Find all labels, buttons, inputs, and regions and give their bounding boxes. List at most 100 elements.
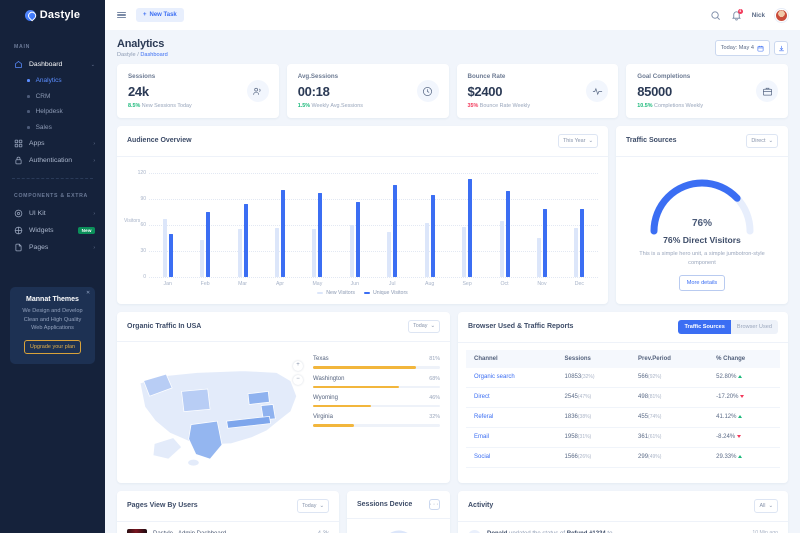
chart-bar[interactable] [349, 224, 354, 277]
tab-browser-used[interactable]: Browser Used [730, 319, 778, 334]
cell-channel[interactable]: Referal [466, 407, 557, 428]
chart-bar-group[interactable] [486, 165, 523, 277]
chart-x-tick: Jun [350, 280, 359, 287]
chart-bar[interactable] [162, 218, 167, 277]
chart-bar-group[interactable] [149, 165, 186, 277]
table-row[interactable]: Organic search 10853(32%) 566(92%) 52.80% [466, 367, 780, 388]
list-item[interactable]: Dastyle - Admin Dashboard 4.3k [117, 522, 339, 533]
traffic-filter-select[interactable]: Direct ⌄ [746, 134, 778, 148]
breadcrumb-root[interactable]: Dastyle [117, 52, 136, 58]
search-icon[interactable] [710, 10, 721, 21]
chart-bar[interactable] [237, 229, 242, 277]
sidebar-item-sales[interactable]: Sales [0, 120, 105, 136]
notifications-bell-icon[interactable]: 4 [731, 8, 743, 21]
sidebar-item-authentication[interactable]: Authentication › [0, 152, 105, 169]
chart-bar[interactable] [243, 204, 248, 277]
map-zoom-out-button[interactable]: − [293, 375, 303, 386]
chart-bar[interactable] [355, 201, 360, 277]
activity-filter-select[interactable]: All ⌄ [754, 499, 778, 513]
avatar[interactable] [775, 8, 788, 22]
chart-bar[interactable] [280, 190, 285, 277]
organic-filter-select[interactable]: Today ⌄ [408, 319, 440, 334]
chart-bar[interactable] [468, 179, 473, 277]
chart-bar-group[interactable] [448, 165, 485, 277]
sidebar-item-apps[interactable]: Apps › [0, 135, 105, 152]
legend-item-unique-visitors[interactable]: Unique Visitors [363, 290, 408, 296]
traffic-sources-card: Traffic Sources Direct ⌄ 76% [616, 126, 788, 304]
upgrade-plan-button[interactable]: Upgrade your plan [23, 339, 82, 354]
menu-toggle-icon[interactable] [117, 11, 126, 19]
chart-bar[interactable] [499, 221, 504, 277]
cell-channel[interactable]: Email [466, 427, 557, 448]
cell-channel[interactable]: Social [466, 447, 557, 468]
cell-sessions: 1958(31%) [556, 427, 631, 448]
chart-bar[interactable] [542, 208, 547, 277]
map-zoom-in-button[interactable]: + [293, 361, 303, 372]
pages-view-filter-select[interactable]: Today ⌄ [297, 499, 329, 513]
chart-bar-group[interactable] [224, 165, 261, 277]
cell-channel[interactable]: Direct [466, 387, 557, 408]
gauge-caption: 76% Direct Visitors [663, 234, 741, 245]
chart-bar[interactable] [206, 211, 211, 277]
chart-bar-group[interactable] [374, 165, 411, 277]
sidebar-item-dashboard[interactable]: Dashboard ⌄ [0, 56, 105, 73]
cell-sessions: 2545(47%) [556, 387, 631, 408]
sidebar-item-widgets[interactable]: Widgets New [0, 222, 105, 239]
list-item[interactable]: Donald updated the status of Refund #123… [458, 522, 788, 533]
chart-bar[interactable] [574, 227, 579, 277]
breadcrumb-current[interactable]: Dashboard [140, 52, 168, 58]
stat-value: $2400 [467, 84, 503, 99]
sidebar-item-analytics[interactable]: Analytics [0, 73, 105, 89]
chart-bar-group[interactable] [186, 165, 223, 277]
chart-bar[interactable] [424, 223, 429, 277]
chart-bar[interactable] [580, 209, 585, 277]
new-task-button[interactable]: + New Task [136, 8, 184, 22]
chart-bar[interactable] [312, 229, 317, 277]
dashboard-content: Sessions 24k 8.5% New Sessions Today [105, 64, 800, 533]
sidebar-item-ui-kit[interactable]: UI Kit › [0, 205, 105, 222]
table-row[interactable]: Social 1566(26%) 299(49%) 29.33% [466, 447, 780, 468]
chart-bar[interactable] [387, 231, 392, 277]
usa-map[interactable]: + − [127, 351, 305, 473]
chart-bar[interactable] [430, 194, 435, 277]
sidebar-item-crm[interactable]: CRM [0, 89, 105, 105]
chart-bar[interactable] [168, 233, 173, 277]
table-row[interactable]: Email 1958(31%) 361(61%) -8.24% [466, 427, 780, 448]
chart-bar-group[interactable] [523, 165, 560, 277]
audience-filter-select[interactable]: This Year ⌄ [557, 134, 598, 148]
tab-traffic-sources[interactable]: Traffic Sources [678, 319, 731, 334]
date-picker-label: Today: May 4 [720, 45, 754, 51]
stat-sub-label: Completions Weekly [654, 103, 704, 109]
stat-sub-label: Weekly Avg.Sessions [311, 103, 363, 109]
chart-bar[interactable] [200, 239, 205, 277]
legend-item-new-visitors[interactable]: New Visitors [317, 290, 355, 296]
download-button[interactable] [774, 41, 788, 55]
chart-bar[interactable] [393, 185, 398, 277]
sessions-device-card: Sessions Device ··· [347, 491, 450, 533]
brand-logo[interactable]: Dastyle [0, 0, 105, 30]
sessions-device-menu-button[interactable]: ··· [429, 499, 440, 511]
table-column-header: Channel [466, 349, 557, 368]
more-details-button[interactable]: More details [678, 275, 726, 291]
stat-value: 24k [128, 84, 149, 99]
browser-card-header: Browser Used & Traffic Reports Traffic S… [458, 312, 788, 343]
chart-bar-group[interactable] [299, 165, 336, 277]
sidebar-item-helpdesk[interactable]: Helpdesk [0, 104, 105, 120]
close-icon[interactable]: ✕ [86, 290, 91, 296]
table-row[interactable]: Direct 2545(47%) 498(81%) -17.20% [466, 387, 780, 408]
chart-bar[interactable] [536, 237, 541, 277]
chart-bar[interactable] [505, 191, 510, 277]
chart-bar-group[interactable] [561, 165, 598, 277]
activity-avatar-icon [468, 529, 481, 533]
chart-bar-group[interactable] [336, 165, 373, 277]
chart-bar[interactable] [318, 193, 323, 277]
date-picker-button[interactable]: Today: May 4 [714, 39, 770, 57]
cell-channel[interactable]: Organic search [466, 367, 557, 388]
table-row[interactable]: Referal 1836(38%) 455(74%) 41.12% [466, 407, 780, 428]
chart-bar[interactable] [462, 226, 467, 277]
chart-bar-group[interactable] [411, 165, 448, 277]
chart-bar-group[interactable] [261, 165, 298, 277]
pages-view-card: Pages View By Users Today ⌄ Dastyle - Ad… [117, 491, 339, 533]
chart-bar[interactable] [274, 228, 279, 277]
sidebar-item-pages[interactable]: Pages › [0, 239, 105, 256]
